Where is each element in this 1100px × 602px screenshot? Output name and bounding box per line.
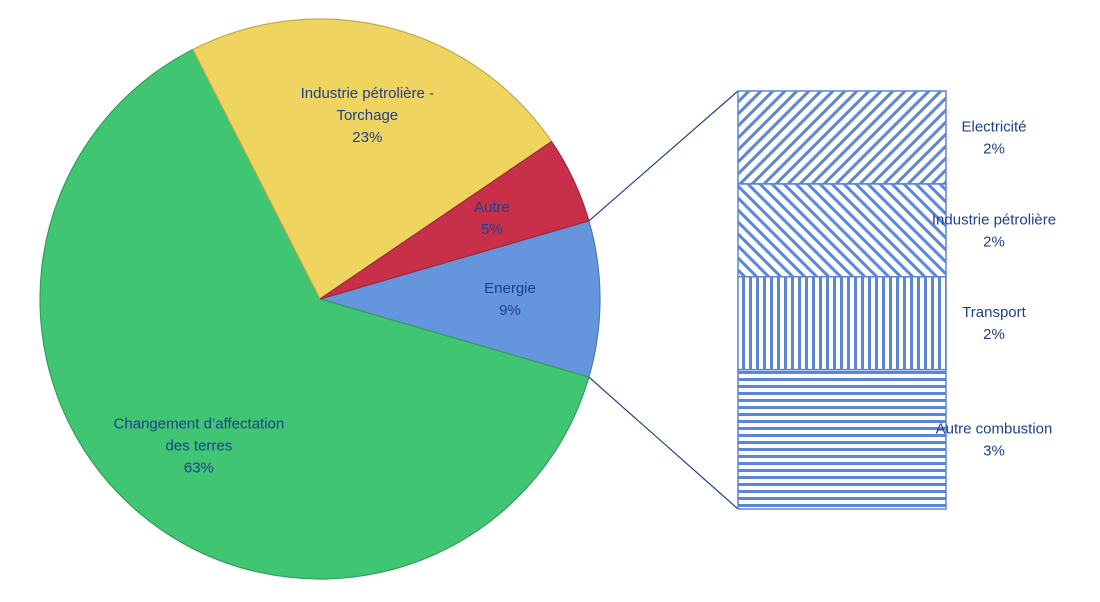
bar-segment-industrie-petroliere (737, 183, 947, 278)
pie-slice-industrie-petroliere-torchage (192, 18, 553, 300)
breakdown-connectors (588, 90, 739, 510)
bar-segment-electricite (737, 90, 947, 185)
bar-segment-autre-combustion (737, 368, 947, 510)
bar-label-autre-combustion: Autre combustion 3% (936, 420, 1053, 459)
bar-label-industrie-petroliere: Industrie pétrolière 2% (932, 211, 1056, 250)
connector-line-top (588, 90, 739, 222)
connector-line-bottom (588, 376, 739, 510)
breakdown-bar: Electricité 2% Industrie pétrolière 2% Trans… (737, 90, 1056, 510)
pie-label-energie: Energie 9% (484, 280, 536, 319)
pie-label-industrie-petroliere-torchage: Industrie pétrolière -Torchage 23% (301, 85, 434, 146)
bar-label-electricite: Electricité 2% (961, 118, 1026, 157)
pie: Energie 9% Changement d’affectation des ter… (39, 18, 601, 580)
bar-label-transport: Transport 2% (962, 304, 1026, 343)
pie-label-changement-d-affectation-des-terres: Changement d’affectation des terres 63% (114, 415, 285, 476)
pie-label-autre: Autre 5% (474, 199, 510, 238)
pie-slice-changement-d-affectation-des-terres (39, 48, 590, 580)
bar-segment-transport (737, 276, 947, 371)
pie-slice-energie (317, 220, 601, 378)
